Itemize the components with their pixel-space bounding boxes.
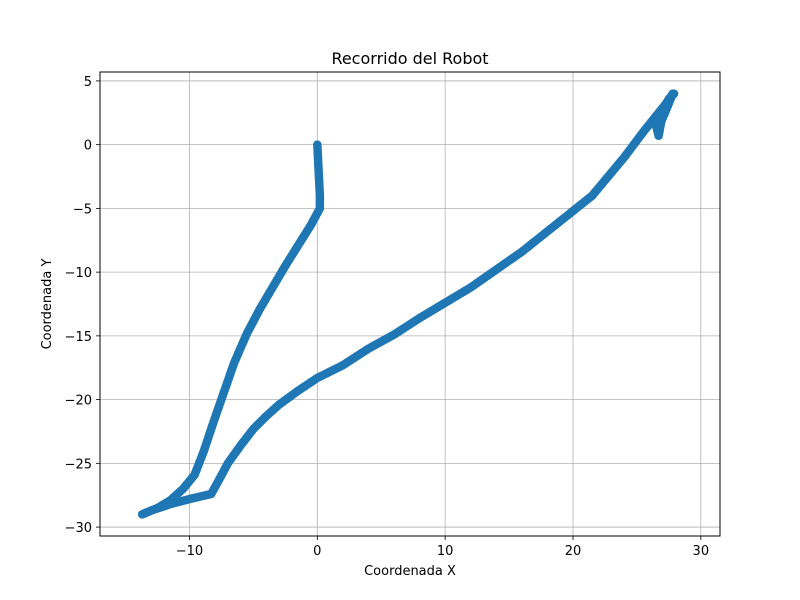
x-tick-label: 30	[693, 544, 710, 559]
y-tick-label: −20	[65, 394, 92, 409]
x-tick-label: 10	[437, 544, 454, 559]
x-tick-label: −10	[176, 544, 203, 559]
data-points-layer	[137, 89, 679, 519]
y-tick-label: −15	[65, 330, 92, 345]
x-axis-label: Coordenada X	[364, 564, 456, 579]
x-tick-label: 20	[565, 544, 582, 559]
y-tick-label: −25	[65, 457, 92, 472]
data-point	[669, 89, 679, 98]
y-tick-label: −10	[65, 266, 92, 281]
ticks-layer: −10 0 10 20 30 5 0 −5 −10 −15 −20 −25 −30	[65, 75, 710, 559]
plot-area-frame	[99, 71, 721, 537]
x-tick-label: 0	[313, 544, 321, 559]
y-tick-label: 0	[84, 139, 92, 154]
chart-title: Recorrido del Robot	[331, 49, 488, 68]
y-tick-label: 5	[84, 75, 92, 90]
y-axis-label: Coordenada Y	[40, 259, 55, 350]
y-tick-label: −5	[73, 202, 92, 217]
y-tick-label: −30	[65, 521, 92, 536]
